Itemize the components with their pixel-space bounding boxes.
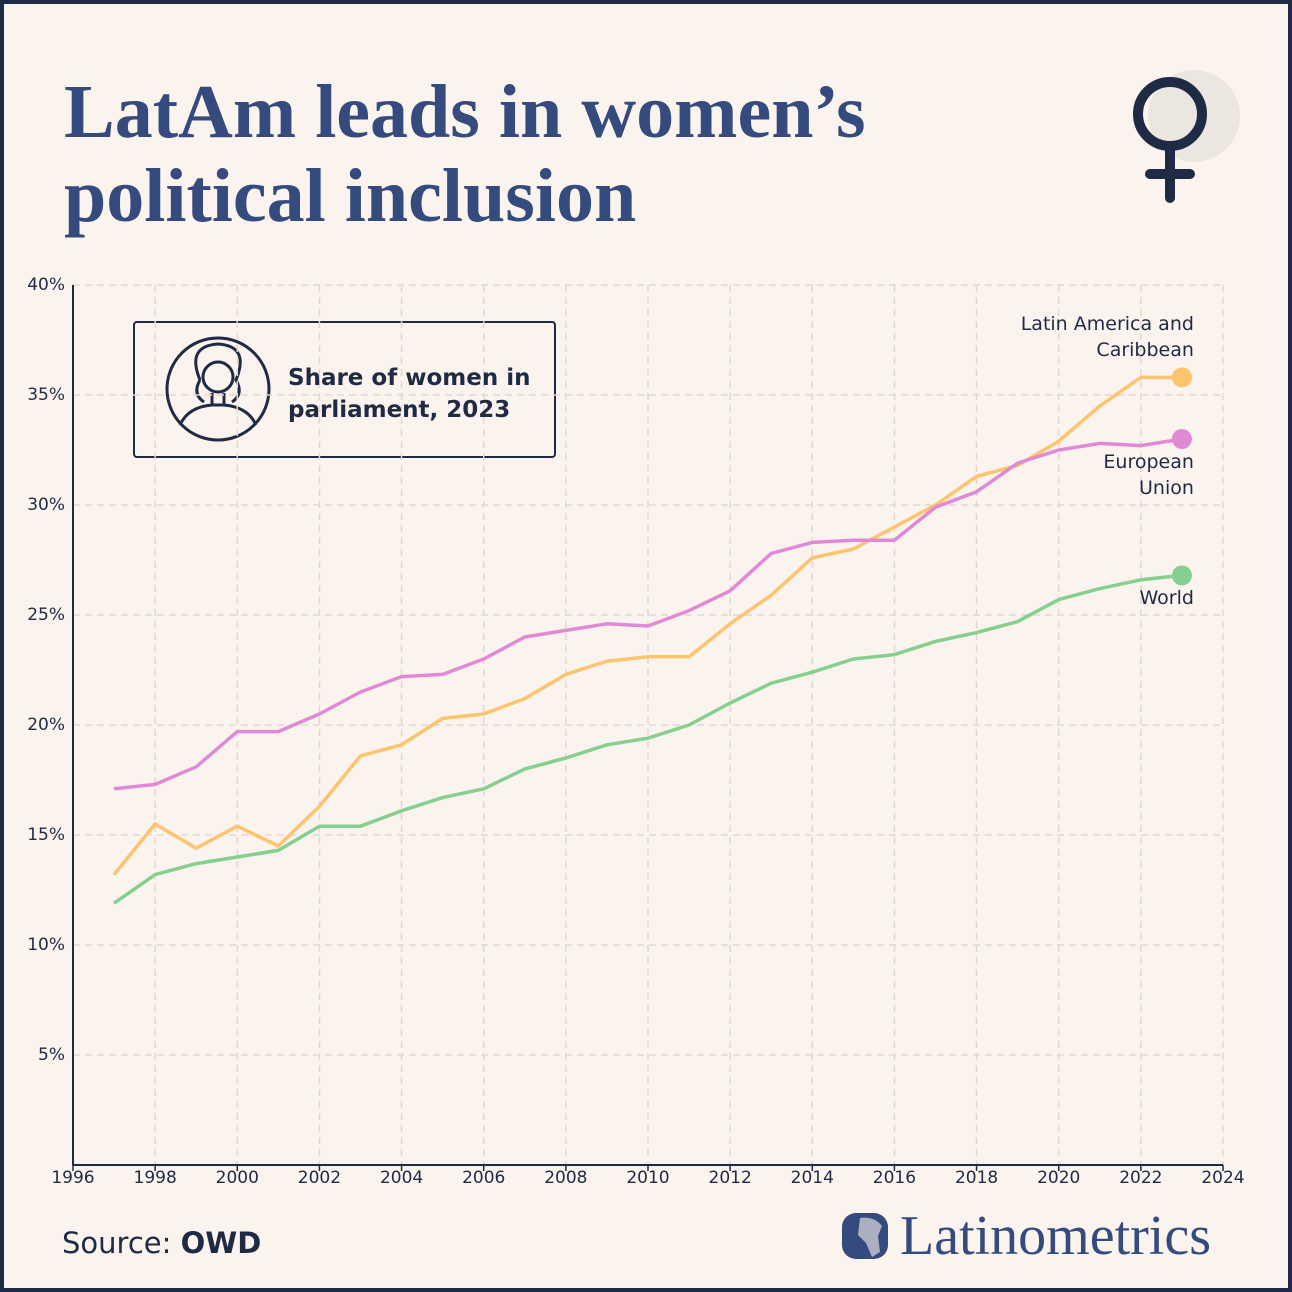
series-line: [112, 375, 1182, 876]
y-tick-label: 40%: [27, 275, 65, 295]
x-tick-label: 2014: [791, 1168, 834, 1188]
series-label: Latin America and Caribbean: [1020, 313, 1194, 362]
x-tick-label: 2000: [216, 1168, 259, 1188]
title: LatAm leads in women’s political inclusi…: [64, 70, 866, 238]
logo-mark: [858, 1217, 882, 1257]
series-line: [113, 573, 1183, 905]
series-label: World: [1139, 587, 1194, 610]
series-label: European Union: [1103, 451, 1194, 499]
x-tick-label: 2002: [298, 1168, 341, 1188]
y-tick-label: 15%: [27, 825, 65, 845]
x-tick-label: 2016: [873, 1168, 916, 1188]
end-dot: [1171, 565, 1192, 586]
x-tick-label: 2008: [544, 1168, 587, 1188]
x-tick-label: 1998: [134, 1168, 177, 1188]
y-tick-label: 35%: [27, 385, 65, 405]
x-tick-label: 2024: [1201, 1168, 1244, 1188]
source-label: Source:: [62, 1226, 172, 1260]
x-tick-label: 2004: [380, 1168, 423, 1188]
brand: Latinometrics: [900, 1205, 1212, 1267]
y-tick-label: 20%: [27, 715, 65, 735]
end-dot: [1171, 429, 1192, 449]
source-name: OWD: [180, 1226, 262, 1260]
y-tick-label: 5%: [38, 1045, 65, 1065]
x-tick-label: 2010: [626, 1168, 669, 1188]
subtitle: Share of women in parliament, 2023: [288, 365, 531, 423]
x-tick-label: 2018: [955, 1168, 998, 1188]
y-tick-label: 25%: [27, 605, 65, 625]
y-tick-label: 30%: [27, 495, 65, 515]
end-dot: [1171, 367, 1192, 388]
y-tick-label: 10%: [27, 935, 65, 955]
source: Source: OWD: [62, 1226, 261, 1260]
x-tick-label: 2012: [709, 1168, 752, 1188]
icon-bg: [1148, 70, 1240, 162]
x-tick-label: 1996: [51, 1168, 94, 1188]
x-tick-label: 2022: [1119, 1168, 1162, 1188]
x-tick-label: 2020: [1037, 1168, 1080, 1188]
x-tick-label: 2006: [462, 1168, 505, 1188]
series-line: [113, 437, 1183, 791]
